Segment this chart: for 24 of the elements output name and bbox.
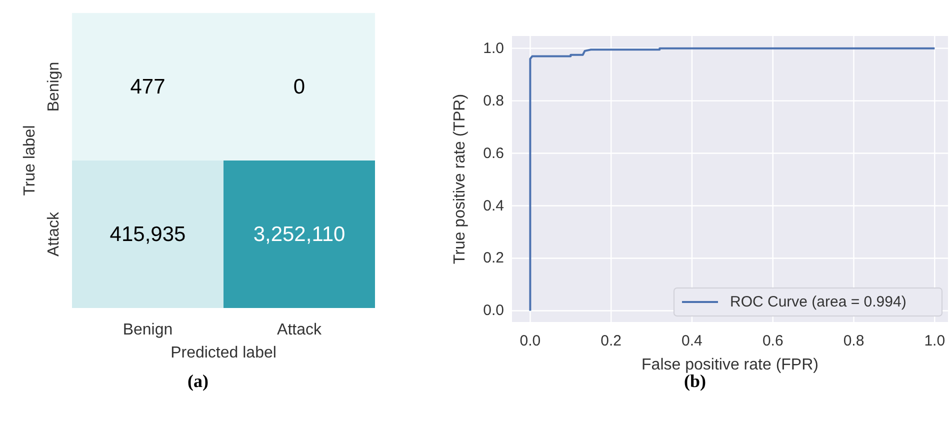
y-tick-label: 0.2 xyxy=(483,250,504,267)
x-tick-label: 0.4 xyxy=(682,332,702,350)
x-tick-label: 0.0 xyxy=(520,332,541,350)
data-label: 477 xyxy=(130,75,166,98)
data-label: 0 xyxy=(293,75,306,98)
text: (a) xyxy=(188,371,208,391)
data-label: 3,252,110 xyxy=(253,222,346,246)
x-tick-label: 1.0 xyxy=(924,332,946,350)
x-axis-title: Predicted label xyxy=(170,344,276,362)
line-series xyxy=(529,47,936,312)
x-axis-title: False positive rate (FPR) xyxy=(642,356,818,374)
y-tick-label: 0.4 xyxy=(483,197,504,214)
x-tick-label: 0.8 xyxy=(843,332,864,350)
y-tick-label: 1.0 xyxy=(483,40,504,57)
y-tick-label: 0.6 xyxy=(483,144,504,162)
y-tick-label: 0.0 xyxy=(483,302,504,320)
legend-label: ROC Curve (area = 0.994) xyxy=(730,294,906,310)
y-axis-title: True label xyxy=(22,125,38,196)
x-tick-label: 0.6 xyxy=(762,332,784,350)
x-tick-label: 0.2 xyxy=(600,332,622,350)
y-tick-label: 0.8 xyxy=(483,92,504,110)
data-label: 415,935 xyxy=(110,222,186,246)
y-axis-title: True positive rate (TPR) xyxy=(452,94,468,264)
text: (b) xyxy=(684,371,706,391)
